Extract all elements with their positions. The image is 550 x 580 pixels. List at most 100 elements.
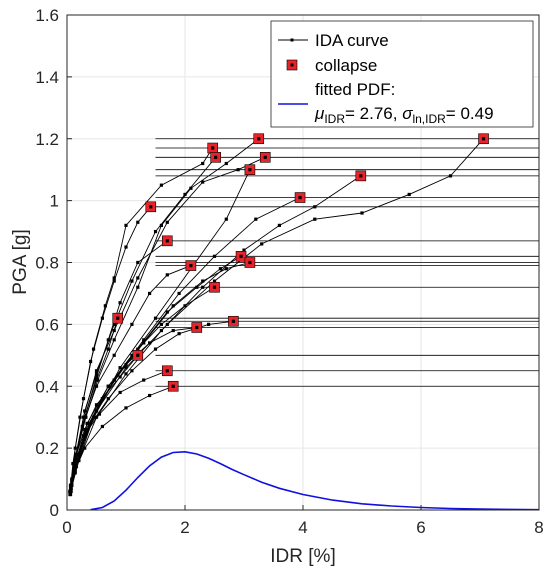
ida-point [224,217,228,221]
ida-point [97,412,102,416]
y-tick-label: 1.6 [35,6,59,25]
ida-point [201,180,205,184]
ida-point [83,415,87,419]
plateau-layer [155,138,539,387]
ida-point [242,248,246,252]
ida-curve-line [71,138,484,486]
ida-point [77,458,81,463]
ida-point [136,276,140,280]
ida-curve-line [70,156,266,486]
ida-point [118,390,122,395]
ida-point [136,260,140,265]
ida-point [112,378,116,382]
ida-curve-line [71,147,214,480]
mu-subscript: IDR [324,112,345,126]
legend-pdf-label: fitted PDF: [315,80,395,99]
collapse-marker-dot [481,137,486,141]
x-tick-label: 2 [180,518,189,537]
ida-series [70,137,486,487]
ida-point [112,276,116,280]
ida-point [68,489,73,494]
ida-point [153,347,158,351]
y-tick-label: 0.2 [35,439,59,458]
ida-point [165,310,169,314]
ida-point [136,220,140,224]
ida-point [224,161,228,166]
ida-point [124,366,128,370]
collapse-marker-dot [257,137,261,141]
ida-curve-line [70,355,139,486]
ida-point [118,301,122,305]
ida-series [69,195,302,490]
ida-point [254,217,258,221]
collapse-marker-dot [211,146,215,150]
ida-point [171,328,175,333]
x-ticks: 0 2 4 6 8 [62,505,544,537]
y-ticks: 0 0.2 0.4 0.6 0.8 1 1.2 1.4 1.6 [35,6,72,520]
ida-point [124,223,128,227]
legend-collapse-label: collapse [315,56,377,75]
ida-point [448,174,453,178]
y-tick-label: 1 [50,192,59,211]
ida-point [159,322,163,326]
legend-box [270,20,534,128]
ida-point [313,205,317,209]
collapse-marker-dot [149,205,153,209]
ida-point [118,366,122,370]
ida-point [159,223,163,227]
ida-point [159,183,163,187]
sigma-subscript: ln,IDR [412,112,446,126]
collapse-marker-dot [298,195,302,200]
ida-point [94,369,99,373]
legend-collapse-dot [290,63,294,67]
ida-point [177,291,181,296]
legend: IDA curve collapse fitted PDF: μIDR= 2.7… [270,20,534,128]
ida-point [70,483,74,487]
collapse-marker-dot [248,260,252,265]
x-tick-label: 0 [62,518,71,537]
legend-pdf-params: μIDR= 2.76, σln,IDR= 0.49 [314,104,494,126]
ida-point [407,192,411,197]
y-tick-label: 0.6 [35,315,59,334]
ida-point [94,378,99,382]
y-axis-title: PGA [g] [10,229,31,294]
ida-point [148,291,152,296]
ida-point [153,229,158,234]
ida-curve-line [70,175,362,492]
ida-curve-line [71,169,251,486]
ida-point [68,492,72,497]
collapse-marker-dot [231,319,235,323]
ida-series [70,146,215,481]
ida-point [124,372,128,376]
ida-point [94,403,99,407]
x-tick-label: 4 [298,518,307,537]
x-axis-title: IDR [%] [270,546,335,567]
ida-point [84,427,88,432]
mu-value: = 2.76, [345,104,402,123]
collapse-marker-dot [189,263,193,268]
ida-point [212,254,217,258]
ida-point [142,341,146,345]
ida-point [71,461,75,466]
y-tick-label: 0 [50,501,59,520]
y-tick-label: 1.4 [35,68,59,87]
ida-point [91,347,96,351]
ida-point [207,322,211,326]
ida-point [100,316,104,320]
fitted-pdf-curve [90,450,540,511]
collapse-marker-dot [171,384,175,388]
ida-point [112,338,116,342]
ida-point [73,446,77,450]
ida-point [94,372,99,376]
ida-point [94,409,99,413]
collapse-marker-dot [263,155,267,159]
ida-point [224,267,228,271]
ida-point [106,338,110,342]
mu-symbol: μ [314,104,325,123]
ida-point [277,223,281,227]
ida-point [100,424,104,429]
y-tick-label: 0.4 [35,377,59,396]
ida-point [74,452,79,456]
ida-point [136,285,140,289]
ida-point [106,384,110,388]
